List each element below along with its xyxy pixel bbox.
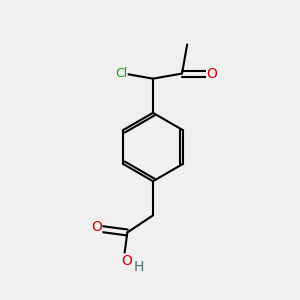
Text: O: O <box>91 220 102 234</box>
Text: H: H <box>134 260 144 274</box>
Text: O: O <box>122 254 132 268</box>
Text: Cl: Cl <box>115 67 127 80</box>
Text: O: O <box>207 67 218 80</box>
